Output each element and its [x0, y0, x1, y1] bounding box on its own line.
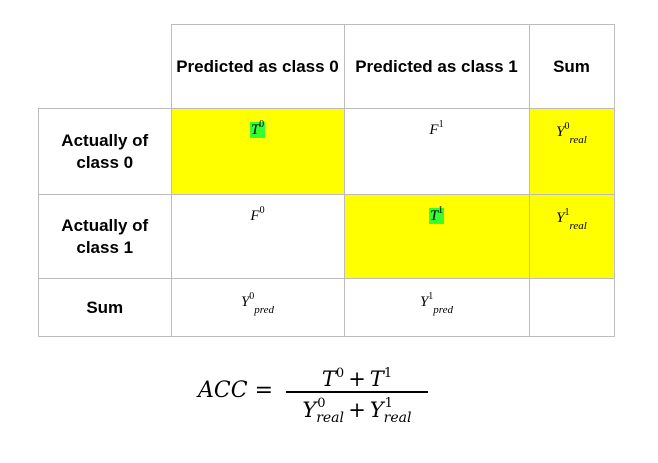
row-label-sum: Sum	[38, 278, 172, 337]
formula-numerator: T0 + T1	[321, 366, 393, 391]
cell-false-1: F1	[343, 108, 530, 195]
fraction-bar	[286, 391, 428, 393]
table-header-row: Predicted as class 0 Predicted as class …	[38, 24, 615, 109]
y-pred-1-value: Y1pred	[419, 291, 454, 316]
false-0-value: F0	[250, 205, 265, 224]
cell-total	[528, 278, 615, 337]
y-pred-0-value: Y0pred	[240, 291, 275, 316]
true-1-value: T1	[428, 205, 445, 224]
cell-true-0: T0	[170, 108, 345, 195]
formula-acc-label: ACC	[198, 378, 248, 403]
corner-cell	[38, 24, 172, 109]
cell-false-0: F0	[170, 194, 345, 279]
formula-fraction: T0 + T1 Y 0 real + Y 1 real	[286, 360, 428, 426]
accuracy-formula: ACC = T0 + T1 Y 0 real + Y 1 real	[184, 350, 484, 440]
formula-equals: =	[254, 378, 273, 403]
false-1-value: F1	[429, 119, 444, 138]
true-0-value: T0	[249, 119, 266, 138]
y-real-0-value: Y0real	[556, 121, 587, 146]
cell-sum-pred-1: Y1pred	[343, 278, 530, 337]
formula-lhs: ACC =	[198, 378, 273, 403]
header-sum: Sum	[528, 24, 615, 109]
table-row-actual-class-1: Actually of class 1 F0 T1 Y1real	[38, 194, 615, 279]
cell-sum-real-1: Y1real	[528, 194, 615, 279]
row-label-actual-class-0: Actually of class 0	[38, 108, 172, 195]
formula-denominator: Y 0 real + Y 1 real	[302, 395, 412, 426]
cell-true-1: T1	[343, 194, 530, 279]
table-sum-row: Sum Y0pred Y1pred	[38, 278, 615, 337]
cell-sum-pred-0: Y0pred	[170, 278, 345, 337]
table-row-actual-class-0: Actually of class 0 T0 F1 Y0real	[38, 108, 615, 195]
cell-sum-real-0: Y0real	[528, 108, 615, 195]
header-predicted-class-0: Predicted as class 0	[170, 24, 345, 109]
header-predicted-class-1: Predicted as class 1	[343, 24, 530, 109]
confusion-matrix-table: Predicted as class 0 Predicted as class …	[38, 24, 615, 337]
y-real-1-value: Y1real	[556, 207, 587, 232]
row-label-actual-class-1: Actually of class 1	[38, 194, 172, 279]
